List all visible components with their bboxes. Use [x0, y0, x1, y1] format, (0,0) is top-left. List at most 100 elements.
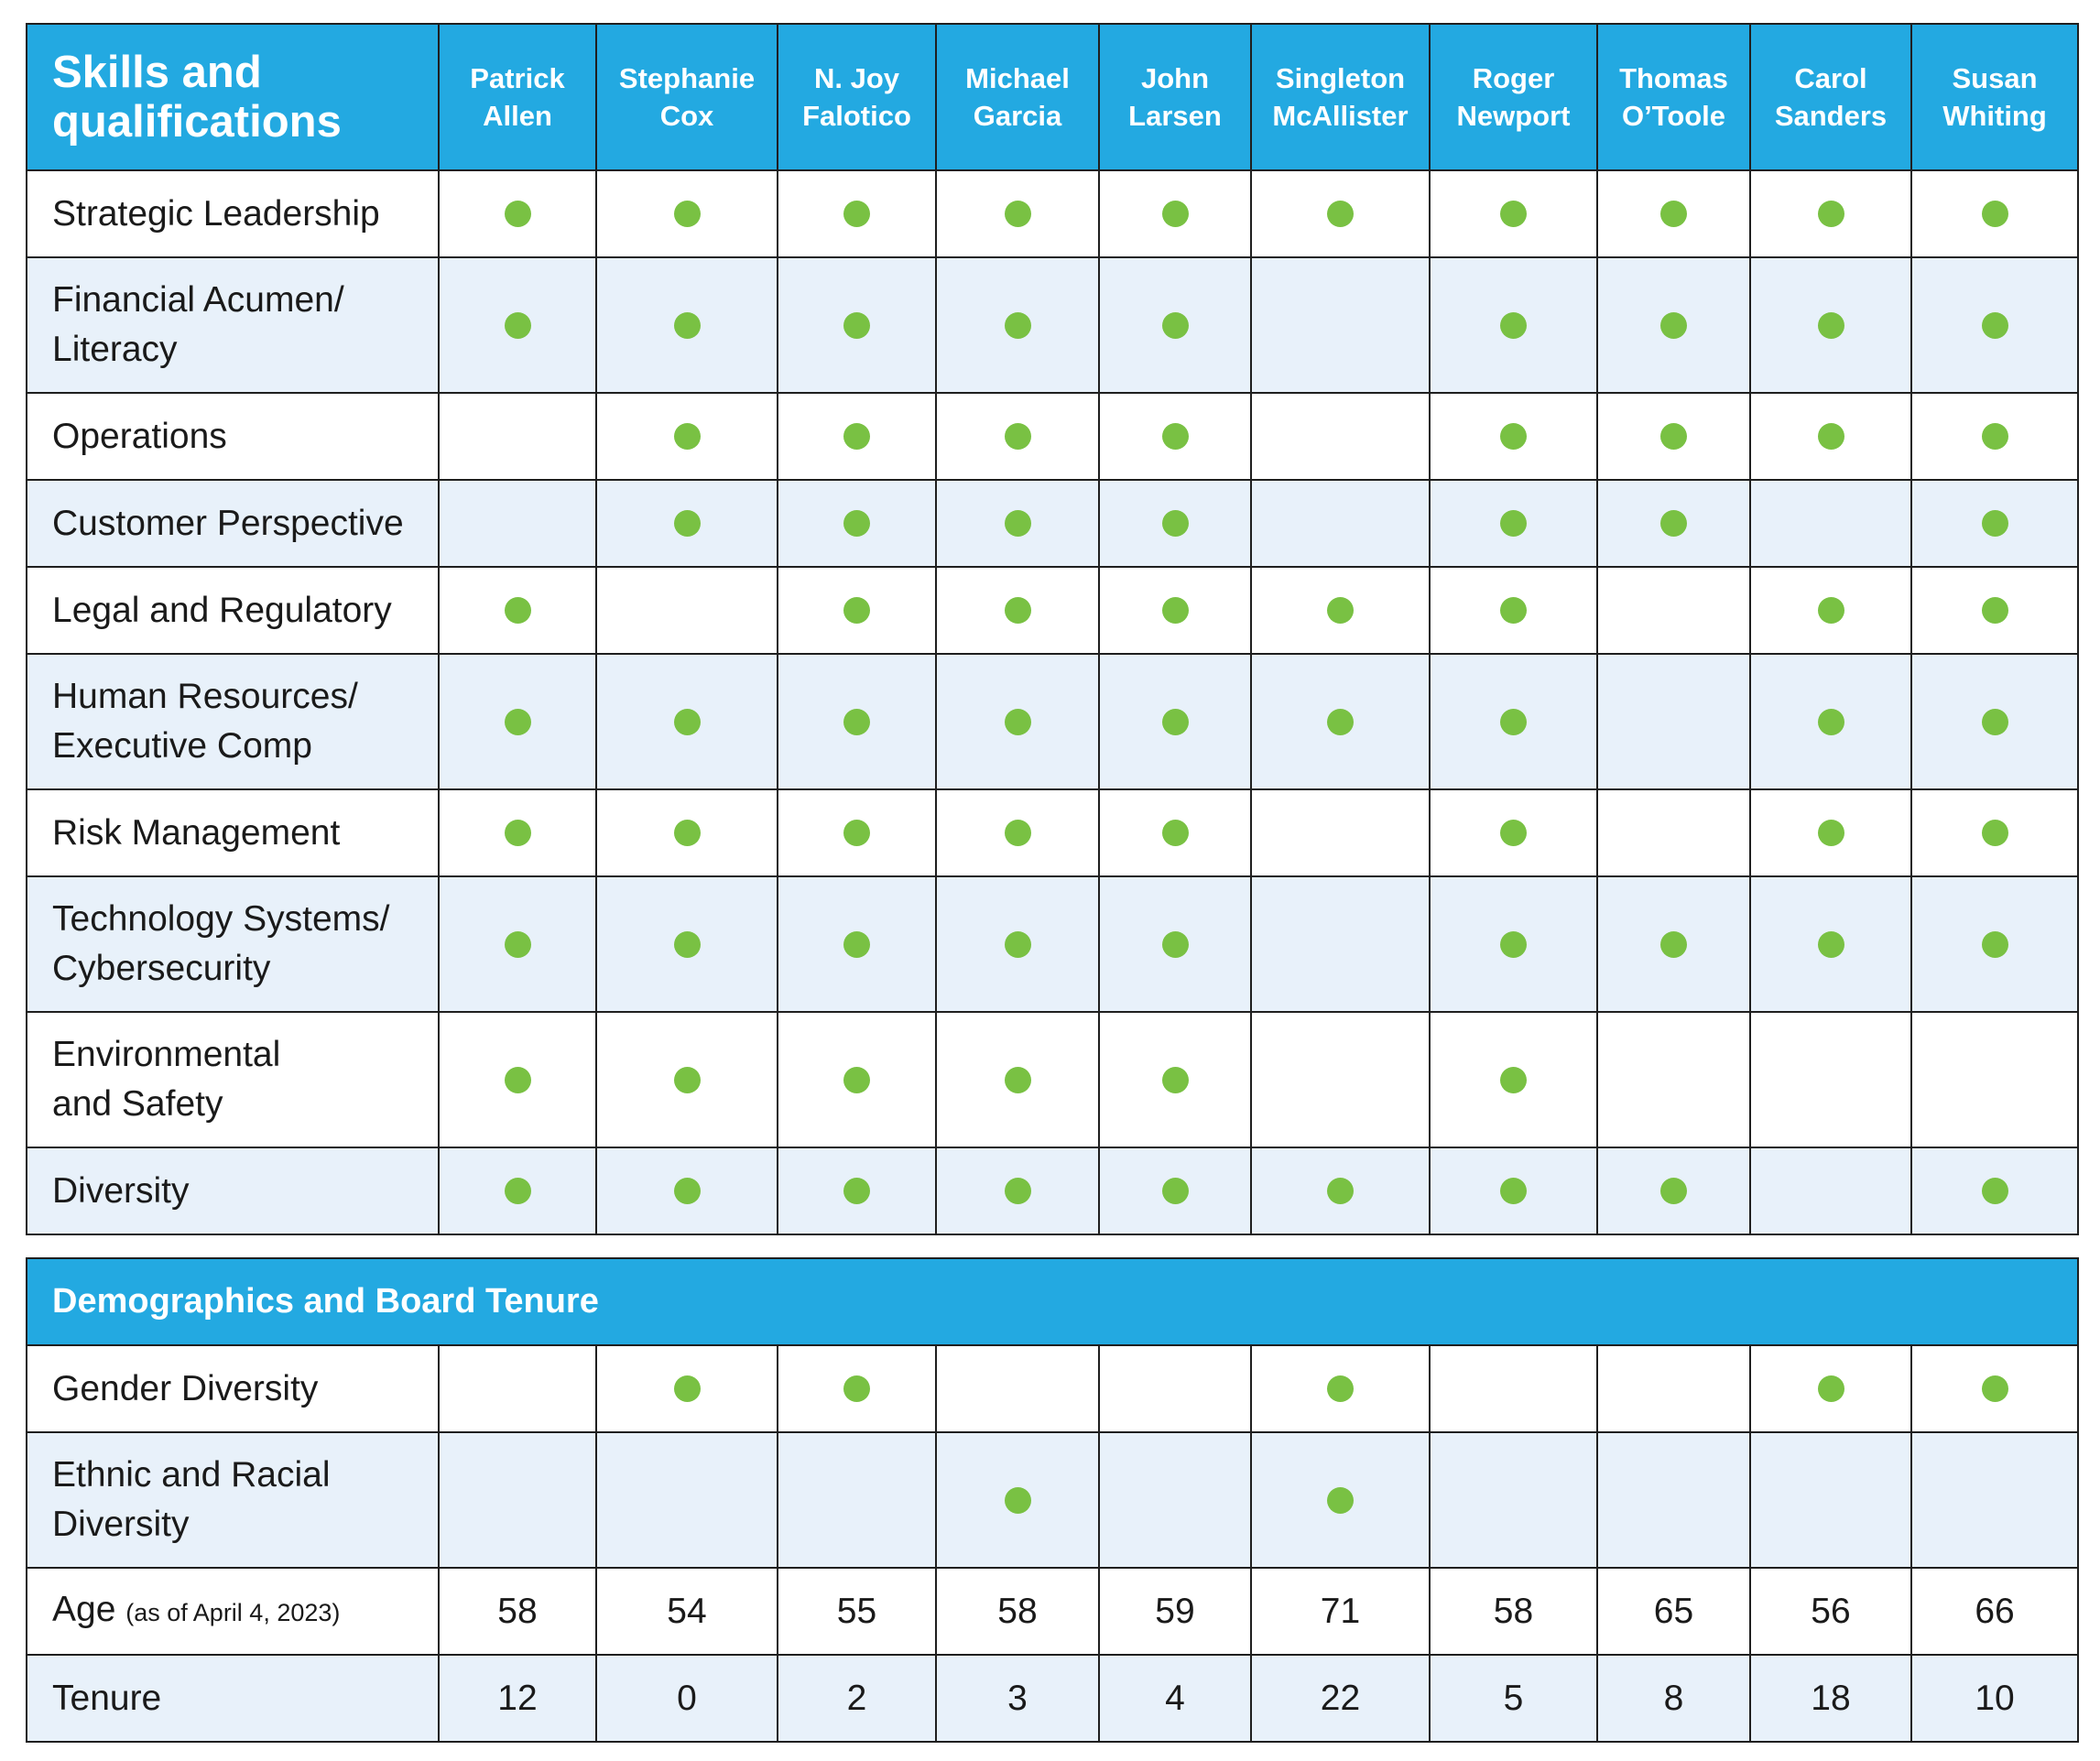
- mark-cell: [1250, 256, 1431, 394]
- mark-cell: [1749, 1147, 1912, 1235]
- check-dot-icon: [673, 708, 701, 735]
- mark-cell: [1910, 1431, 2080, 1569]
- mark-cell: [777, 566, 937, 655]
- check-dot-icon: [1660, 510, 1687, 537]
- row-label-text: Tenure: [52, 1678, 162, 1718]
- mark-cell: [1250, 566, 1431, 655]
- check-dot-icon: [843, 510, 870, 537]
- check-dot-icon: [1817, 930, 1844, 958]
- row-label-line-2: Cybersecurity: [52, 949, 271, 988]
- mark-cell: [595, 566, 778, 655]
- mark-cell: [595, 1344, 778, 1433]
- check-dot-icon: [1500, 311, 1527, 339]
- mark-cell: [1596, 788, 1751, 877]
- check-dot-icon: [1500, 423, 1527, 450]
- mark-cell: [777, 169, 937, 258]
- check-dot-icon: [843, 930, 870, 958]
- mark-cell: [1596, 653, 1751, 790]
- mark-cell: [1749, 479, 1912, 568]
- mark-cell: [935, 1147, 1100, 1235]
- value-cell: 10: [1910, 1654, 2080, 1743]
- mark-cell: [1749, 169, 1912, 258]
- check-dot-icon: [1161, 510, 1189, 537]
- mark-cell: [1749, 1344, 1912, 1433]
- check-dot-icon: [1660, 423, 1687, 450]
- check-dot-icon: [673, 311, 701, 339]
- table-row: Human Resources/Executive Comp: [26, 653, 2079, 790]
- row-label-line-1: Human Resources/: [52, 677, 358, 716]
- mark-cell: [935, 392, 1100, 481]
- check-dot-icon: [843, 1375, 870, 1402]
- check-dot-icon: [1004, 510, 1031, 537]
- mark-cell: [1910, 1344, 2080, 1433]
- check-dot-icon: [504, 311, 531, 339]
- row-label-note: (as of April 4, 2023): [125, 1599, 341, 1626]
- mark-cell: [1250, 788, 1431, 877]
- check-dot-icon: [1817, 201, 1844, 227]
- check-dot-icon: [1981, 708, 2008, 735]
- check-dot-icon: [504, 708, 531, 735]
- demographics-section-title: Demographics and Board Tenure: [25, 1257, 2080, 1346]
- row-label: Diversity: [26, 1147, 440, 1235]
- mark-cell: [595, 479, 778, 568]
- mark-cell: [595, 875, 778, 1013]
- skills-body: Strategic Leadership Financial Acumen/Lit…: [26, 169, 2079, 1235]
- mark-cell: [935, 653, 1100, 790]
- check-dot-icon: [1161, 201, 1189, 227]
- check-dot-icon: [1327, 1486, 1354, 1514]
- check-dot-icon: [1161, 708, 1189, 735]
- value-cell: 65: [1596, 1567, 1751, 1656]
- value-cell: 5: [1429, 1654, 1598, 1743]
- row-label-line-2: and Safety: [52, 1084, 223, 1124]
- row-label-line-1: Risk Management: [52, 812, 341, 853]
- mark-cell: [438, 256, 597, 394]
- director-name: Michael Garcia: [935, 23, 1100, 171]
- check-dot-icon: [1004, 930, 1031, 958]
- mark-cell: [1749, 788, 1912, 877]
- mark-cell: [777, 1011, 937, 1148]
- check-dot-icon: [843, 201, 870, 227]
- mark-cell: [438, 169, 597, 258]
- check-dot-icon: [1981, 311, 2008, 339]
- row-label-line-1: Technology Systems/: [52, 899, 390, 939]
- check-dot-icon: [504, 201, 531, 227]
- mark-cell: [438, 1147, 597, 1235]
- mark-cell: [935, 875, 1100, 1013]
- value-cell: 58: [1429, 1567, 1598, 1656]
- row-label: Gender Diversity: [26, 1344, 440, 1433]
- check-dot-icon: [843, 423, 870, 450]
- mark-cell: [935, 479, 1100, 568]
- value-cell: 55: [777, 1567, 937, 1656]
- skills-header-row: Skills and qualifications Patrick Allen S…: [26, 23, 2079, 171]
- row-label: Operations: [26, 392, 440, 481]
- mark-cell: [1098, 169, 1252, 258]
- mark-cell: [1910, 1147, 2079, 1235]
- table-row: Age (as of April 4, 2023) 58 54 55 58 59 71 58 6…: [26, 1567, 2080, 1656]
- check-dot-icon: [1817, 597, 1844, 624]
- table-row: Customer Perspective: [26, 479, 2079, 568]
- mark-cell: [1749, 653, 1912, 790]
- mark-cell: [1596, 479, 1751, 568]
- mark-cell: [1596, 1344, 1751, 1433]
- row-label-line-1: Customer Perspective: [52, 503, 404, 543]
- row-label: Customer Perspective: [26, 479, 440, 568]
- check-dot-icon: [843, 597, 870, 624]
- check-dot-icon: [843, 820, 870, 846]
- row-label: Financial Acumen/Literacy: [26, 256, 440, 394]
- check-dot-icon: [1500, 1178, 1527, 1204]
- director-name: Thomas O’Toole: [1596, 23, 1751, 171]
- check-dot-icon: [1327, 597, 1354, 624]
- mark-cell: [1429, 1344, 1598, 1433]
- check-dot-icon: [1981, 1375, 2008, 1402]
- mark-cell: [935, 1431, 1100, 1569]
- row-label: Risk Management: [26, 788, 440, 877]
- mark-cell: [1429, 479, 1598, 568]
- value-cell: 58: [935, 1567, 1100, 1656]
- mark-cell: [438, 1431, 597, 1569]
- mark-cell: [777, 653, 937, 790]
- table-row: Technology Systems/Cybersecurity: [26, 875, 2079, 1013]
- demographics-table: Demographics and Board Tenure Gender Div…: [25, 1257, 2080, 1743]
- mark-cell: [595, 788, 778, 877]
- mark-cell: [1910, 479, 2079, 568]
- mark-cell: [1596, 1011, 1751, 1148]
